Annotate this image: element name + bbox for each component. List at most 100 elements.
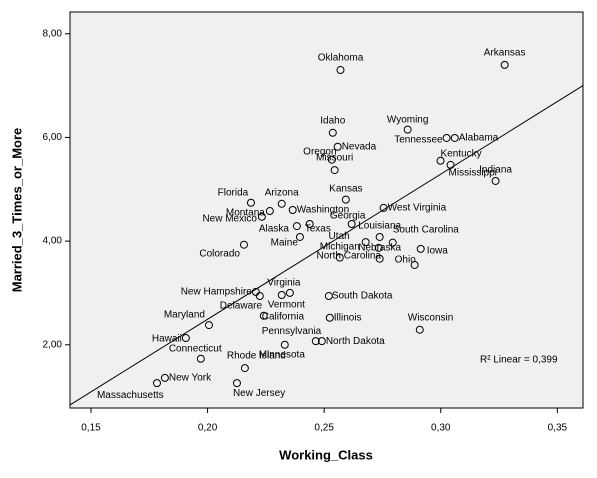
point bbox=[181, 334, 190, 343]
point bbox=[280, 340, 289, 349]
point bbox=[341, 195, 350, 204]
point-label: Maine bbox=[271, 238, 299, 249]
point-label: Idaho bbox=[320, 115, 345, 126]
point bbox=[317, 337, 326, 346]
x-tick-label: 0,15 bbox=[81, 423, 101, 434]
point bbox=[446, 160, 455, 169]
point-label: South Carolina bbox=[393, 224, 460, 235]
point-label: Iowa bbox=[427, 246, 449, 257]
point-label: Illinois bbox=[334, 312, 362, 323]
point-label: Pennsylvania bbox=[262, 326, 322, 337]
point bbox=[328, 128, 337, 137]
point-label: New Hampshire bbox=[181, 287, 253, 298]
plot-area bbox=[69, 11, 584, 409]
point bbox=[374, 243, 383, 252]
annotation: R² Linear = 0,399 bbox=[480, 355, 558, 366]
point-label: New York bbox=[169, 373, 212, 384]
point-label: Indiana bbox=[479, 165, 512, 176]
point-label: Montana bbox=[226, 208, 265, 219]
point-label: Ohio bbox=[395, 255, 417, 266]
point-label: Washington bbox=[297, 205, 349, 216]
point bbox=[375, 254, 384, 263]
point bbox=[333, 142, 342, 151]
point-label: Wyoming bbox=[387, 114, 429, 125]
point bbox=[265, 207, 274, 216]
point bbox=[251, 287, 260, 296]
point bbox=[152, 379, 161, 388]
point-label: Alaska bbox=[259, 224, 289, 235]
point bbox=[324, 292, 333, 301]
point bbox=[196, 354, 205, 363]
point bbox=[204, 321, 213, 330]
point bbox=[232, 379, 241, 388]
point bbox=[292, 222, 301, 231]
point bbox=[415, 325, 424, 334]
point bbox=[500, 60, 509, 69]
y-axis-label: Married_3_Times_or_More bbox=[9, 128, 24, 293]
point-label: Missouri bbox=[316, 153, 353, 164]
point-label: Arkansas bbox=[484, 48, 526, 59]
point bbox=[246, 198, 255, 207]
point-label: Louisiana bbox=[358, 221, 401, 232]
point bbox=[375, 232, 384, 241]
point-label: Vermont bbox=[268, 300, 305, 311]
point-label: Michigan bbox=[320, 241, 360, 252]
point-label: Tennessee bbox=[394, 135, 443, 146]
point bbox=[257, 212, 266, 221]
point bbox=[491, 176, 500, 185]
point-label: Massachusetts bbox=[97, 390, 164, 401]
point-label: Hawaii bbox=[152, 334, 182, 345]
point-label: Nevada bbox=[342, 141, 377, 152]
point-label: West Virginia bbox=[388, 203, 447, 214]
point-label: Alabama bbox=[459, 133, 499, 144]
point bbox=[311, 337, 320, 346]
y-tick-label: 8,00 bbox=[43, 28, 63, 39]
point bbox=[285, 288, 294, 297]
point-label: California bbox=[262, 311, 305, 322]
point-label: South Dakota bbox=[332, 291, 393, 302]
y-tick-label: 2,00 bbox=[43, 339, 63, 350]
x-axis-label: Working_Class bbox=[279, 447, 373, 462]
point-label: Mississippi bbox=[449, 168, 497, 179]
point bbox=[255, 292, 264, 301]
point bbox=[416, 244, 425, 253]
point-label: Minnesota bbox=[259, 349, 306, 360]
point-label: Texas bbox=[305, 224, 331, 235]
point bbox=[305, 219, 314, 228]
x-tick-label: 0,20 bbox=[198, 423, 218, 434]
point bbox=[330, 166, 339, 175]
point bbox=[336, 66, 345, 75]
point-label: Nebraska bbox=[358, 242, 401, 253]
point-label: North Carolina bbox=[316, 250, 381, 261]
point-label: Utah bbox=[329, 231, 350, 242]
point-label: New Jersey bbox=[233, 388, 285, 399]
y-tick-label: 6,00 bbox=[43, 132, 63, 143]
point bbox=[295, 232, 304, 241]
point-label: New Mexico bbox=[202, 213, 257, 224]
point bbox=[379, 203, 388, 212]
point-label: Kentucky bbox=[441, 148, 482, 159]
point bbox=[450, 133, 459, 142]
point-label: Oklahoma bbox=[318, 53, 364, 64]
x-tick-label: 0,35 bbox=[548, 423, 568, 434]
x-tick-label: 0,25 bbox=[314, 423, 334, 434]
point-label: Delaware bbox=[220, 301, 263, 312]
point bbox=[335, 253, 344, 262]
point bbox=[277, 199, 286, 208]
point bbox=[160, 373, 169, 382]
point-label: Rhode Island bbox=[227, 351, 286, 362]
point bbox=[288, 206, 297, 214]
point bbox=[361, 238, 370, 247]
point bbox=[410, 260, 419, 269]
point-label: Wisconsin bbox=[408, 312, 454, 323]
point bbox=[327, 155, 336, 164]
point bbox=[239, 240, 248, 249]
point bbox=[347, 219, 356, 228]
point-label: Maryland bbox=[164, 310, 205, 321]
point bbox=[442, 133, 451, 142]
point bbox=[259, 311, 268, 320]
point-label: Arizona bbox=[265, 187, 299, 198]
point-label: Colorado bbox=[199, 248, 240, 259]
point bbox=[277, 291, 286, 300]
